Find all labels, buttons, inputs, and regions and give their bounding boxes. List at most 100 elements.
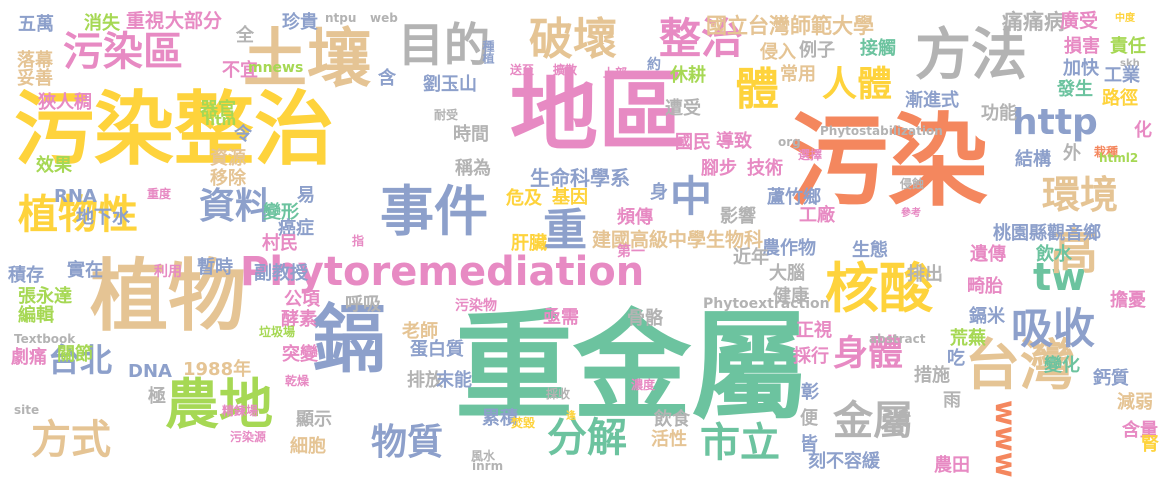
cloud-word: 危及 <box>506 188 542 209</box>
cloud-word: 珍貴 <box>282 12 318 33</box>
cloud-word: 目的 <box>398 18 490 72</box>
cloud-word: 損害 <box>1064 36 1100 57</box>
cloud-word: 腳步 <box>701 158 737 179</box>
cloud-word: 消失 <box>84 13 120 34</box>
cloud-word: Textbook <box>14 332 76 346</box>
cloud-word: 重 <box>543 205 587 256</box>
cloud-word: 亟需 <box>543 307 579 328</box>
cloud-word: 資料 <box>199 186 272 227</box>
cloud-word: 功能 <box>981 103 1017 124</box>
cloud-word: 易 <box>297 185 315 206</box>
cloud-word: 利用 <box>154 264 182 280</box>
cloud-word: 劇痛 <box>11 347 47 368</box>
cloud-word: 方式 <box>31 417 111 463</box>
cloud-word: 累積 <box>482 408 518 429</box>
cloud-word: 排出 <box>907 264 943 285</box>
cloud-word: 第一 <box>617 244 645 260</box>
cloud-word: 積存 <box>8 265 44 286</box>
cloud-word: 令 <box>234 124 252 145</box>
cloud-word: 體 <box>735 64 779 115</box>
cloud-word: 頻傳 <box>617 207 653 228</box>
cloud-word: 近年 <box>733 247 769 268</box>
cloud-word: 身 <box>650 182 668 203</box>
cloud-word: mnews <box>248 60 304 76</box>
cloud-word: 蛋白質 <box>410 339 464 360</box>
cloud-word: 排放 <box>407 370 443 391</box>
cloud-word: 刻不容緩 <box>808 451 880 472</box>
cloud-word: 核酸 <box>825 257 933 320</box>
cloud-word: abstract <box>869 332 926 346</box>
cloud-word: 酵素 <box>281 309 317 330</box>
cloud-word: 全 <box>236 25 254 46</box>
cloud-word: ntpu <box>325 11 357 25</box>
cloud-word: 鈣質 <box>1093 368 1129 389</box>
cloud-word: 荒蕪 <box>950 328 986 349</box>
cloud-word: 乾燥 <box>285 374 310 388</box>
cloud-word: 吃 <box>944 348 965 366</box>
cloud-word: org <box>778 135 801 149</box>
cloud-word: web <box>370 11 398 25</box>
cloud-word: 蘆竹鄉 <box>767 187 821 208</box>
cloud-word: 化 <box>1134 120 1152 141</box>
cloud-word: 整治 <box>659 14 744 63</box>
cloud-word: 副教授 <box>254 263 308 284</box>
cloud-word: 劉玉山 <box>423 74 477 95</box>
cloud-word: DNA <box>128 361 172 382</box>
cloud-word: 飲食 <box>654 409 690 430</box>
cloud-word: 痛痛病 <box>1002 10 1065 34</box>
cloud-word: 工廠 <box>799 205 835 226</box>
cloud-word: 活性 <box>651 429 687 450</box>
cloud-word: 時間 <box>453 124 489 145</box>
cloud-word: 資源 <box>210 148 246 169</box>
cloud-word: htm <box>205 113 237 129</box>
cloud-word: http <box>1012 102 1098 143</box>
cloud-word: 腎 <box>1141 434 1159 455</box>
cloud-word: 精鍊場 <box>222 404 259 418</box>
cloud-word: 破壞 <box>529 14 617 65</box>
cloud-word: 皆 <box>800 434 818 455</box>
cloud-word: 植物 <box>90 252 247 342</box>
cloud-word: 生態 <box>852 240 888 261</box>
cloud-word: 暫時 <box>197 257 233 278</box>
cloud-word: 採收 <box>546 387 571 401</box>
cloud-word: 污染整治 <box>14 83 334 176</box>
cloud-word: 採行 <box>793 346 829 367</box>
cloud-word: tw <box>1033 255 1087 299</box>
cloud-word: 農田 <box>934 455 970 476</box>
cloud-word: 村民 <box>262 233 298 254</box>
cloud-word: 侵入 <box>760 42 796 63</box>
cloud-word: 細胞 <box>290 436 326 457</box>
cloud-word: 基因 <box>552 187 588 208</box>
cloud-word: 地區 <box>510 60 687 163</box>
cloud-word: 選擇 <box>798 148 823 162</box>
cloud-word: 種植 <box>481 40 495 64</box>
cloud-word: 焚毀 <box>511 416 536 430</box>
cloud-word: 例子 <box>799 40 835 61</box>
cloud-word: 市立 <box>700 420 780 466</box>
cloud-word: 逢 <box>566 411 576 422</box>
cloud-word: 實 <box>893 410 911 431</box>
cloud-word: 妥善 <box>17 68 53 89</box>
cloud-word: 國立台灣師範大學 <box>706 14 874 38</box>
cloud-word: 污染 <box>788 103 988 220</box>
cloud-word: 呼吸 <box>345 294 381 315</box>
cloud-word: 顯示 <box>296 409 332 430</box>
cloud-word: 漸進式 <box>905 90 959 111</box>
cloud-word: 稱為 <box>455 158 491 179</box>
cloud-word: 分解 <box>547 415 627 461</box>
cloud-word: 公頃 <box>284 289 320 310</box>
cloud-word: 國民 <box>675 132 711 153</box>
cloud-word: 事件 <box>380 180 488 243</box>
cloud-word: 生命科學系 <box>530 166 630 190</box>
cloud-word: 耐受 <box>434 108 459 122</box>
cloud-word: 常用 <box>780 64 816 85</box>
cloud-word: 工業 <box>1104 65 1140 86</box>
cloud-word: 農地 <box>165 373 273 436</box>
cloud-word: 栽種 <box>1094 145 1119 159</box>
cloud-word: 鎘米 <box>969 306 1005 327</box>
cloud-word: 含量 <box>1122 420 1158 441</box>
cloud-word: 污染源 <box>230 430 267 444</box>
cloud-word: 減弱 <box>1117 392 1153 413</box>
cloud-word: 垃圾場 <box>259 325 296 339</box>
